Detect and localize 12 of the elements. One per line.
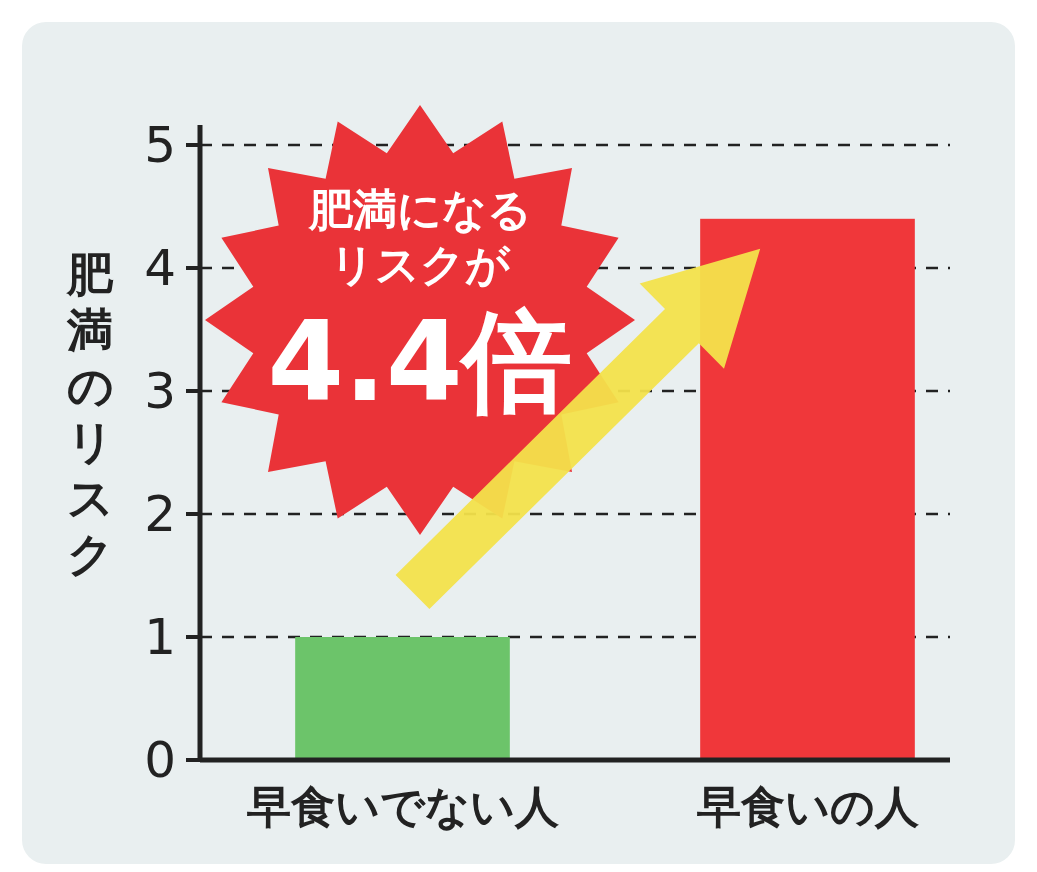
y-tick-label: 1 [144,608,176,666]
y-tick-label: 4 [144,239,176,297]
y-axis-title: 肥満のリスク [66,247,114,581]
y-tick-label: 0 [144,731,176,789]
x-tick-label: 早食いの人 [695,781,919,832]
annotation: 4.4倍 [267,298,573,426]
y-tick-label: 2 [144,485,176,543]
y-tick-label: 5 [144,116,176,174]
annotation: 肥満になる [307,184,532,235]
x-tick-label: 早食いでない人 [245,781,559,832]
y-tick-label: 3 [144,362,176,420]
annotation: リスクが [330,239,511,290]
